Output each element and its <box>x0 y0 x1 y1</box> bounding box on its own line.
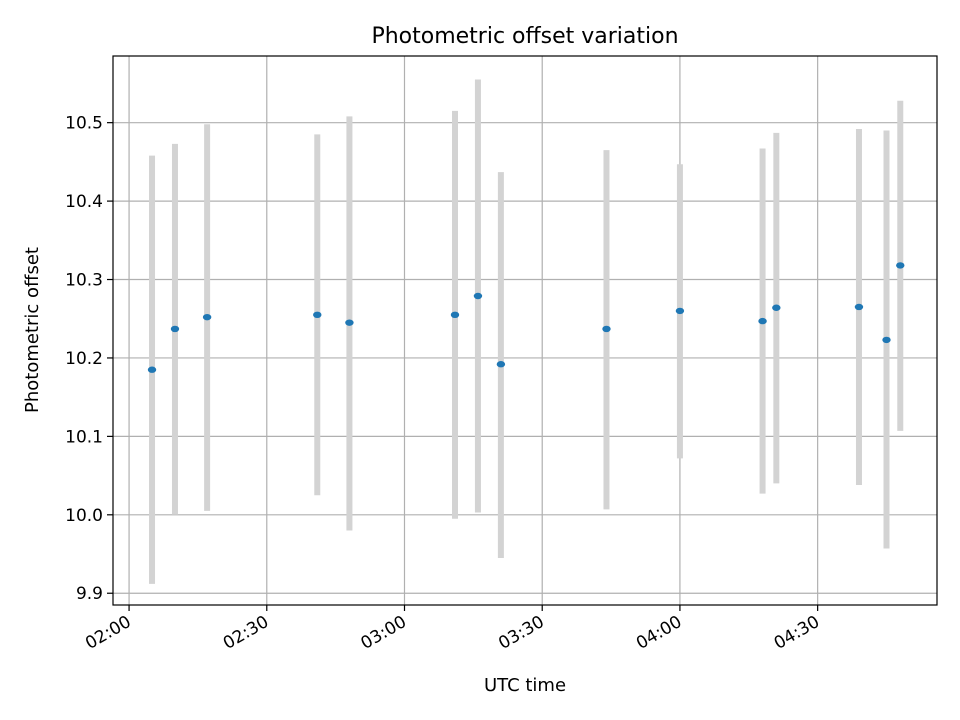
data-point <box>896 262 905 269</box>
data-point <box>450 311 460 319</box>
y-tick-label: 10.4 <box>65 192 103 212</box>
y-tick-label: 10.0 <box>65 506 103 526</box>
data-point <box>854 303 864 311</box>
data-point <box>345 319 354 326</box>
y-tick-label: 10.3 <box>65 271 103 291</box>
data-point <box>170 325 180 333</box>
data-point <box>758 317 767 325</box>
y-axis-label: Photometric offset <box>22 247 43 413</box>
plot-frame <box>112 55 938 606</box>
y-tick-label: 10.1 <box>65 427 103 447</box>
data-points <box>147 262 905 373</box>
data-point <box>496 361 506 368</box>
y-tick-label: 10.2 <box>65 349 103 369</box>
data-point <box>602 325 611 333</box>
grid <box>113 56 937 605</box>
data-point <box>882 336 891 344</box>
y-tick-label: 10.5 <box>65 114 103 134</box>
data-point <box>772 304 781 311</box>
data-point <box>675 307 685 315</box>
data-point <box>473 292 483 300</box>
data-point <box>202 313 212 321</box>
data-point <box>313 311 322 319</box>
data-point <box>147 366 157 373</box>
chart-title: Photometric offset variation <box>371 24 678 49</box>
y-tick-label: 9.9 <box>76 584 103 604</box>
x-axis-label: UTC time <box>484 675 566 696</box>
